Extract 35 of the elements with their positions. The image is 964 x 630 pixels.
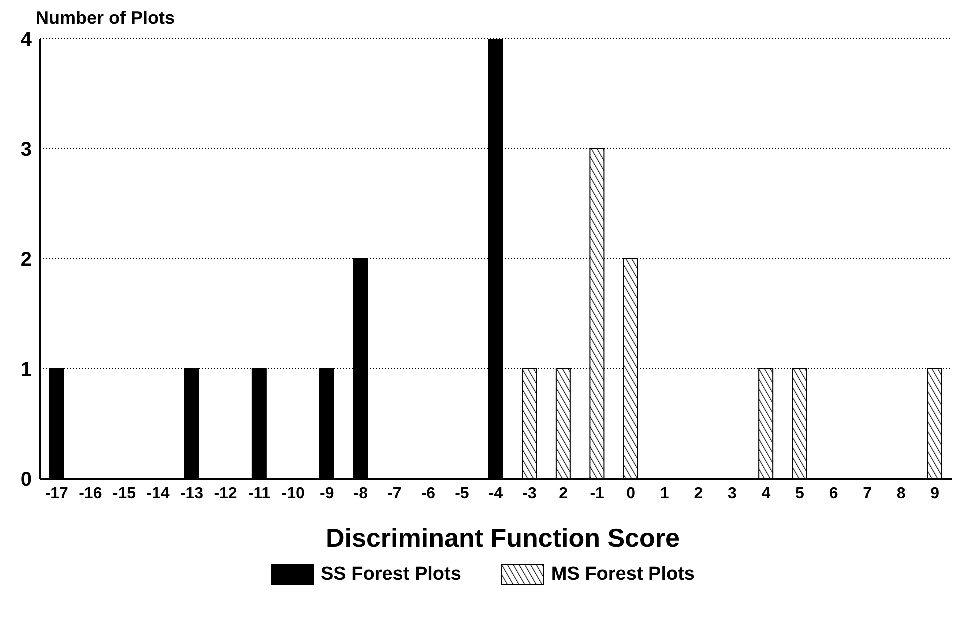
x-tick-label: 6 [829,485,838,502]
x-tick-label: 1 [660,485,670,502]
x-tick-label: -15 [112,485,136,502]
x-tick-label: -11 [248,485,271,502]
x-tick-label: -12 [214,485,238,502]
x-tick-label: 8 [896,485,906,502]
y-tick-label: 1 [20,359,32,382]
x-tick-label: -6 [421,485,436,502]
legend-label: SS Forest Plots [321,564,462,586]
x-tick-label: -14 [146,485,170,502]
x-tick-label: -3 [522,485,537,502]
x-tick-label: 0 [626,485,636,502]
x-tick-label: 9 [930,485,940,502]
x-tick-label: 5 [796,485,805,502]
y-axis-title: Number of Plots [36,8,176,29]
x-tick-label: -13 [180,485,204,502]
y-tick-label: 2 [20,249,32,272]
y-tick-label: 4 [20,29,33,52]
x-tick-label: -9 [320,485,334,502]
x-tick-label: -7 [388,485,402,502]
y-tick-label: 3 [20,139,32,162]
x-tick-label: -17 [45,485,69,502]
x-tick-label: -5 [455,485,470,502]
x-tick-label: 2 [694,485,704,502]
x-tick-label: 4 [762,485,771,502]
x-tick-label: -4 [488,485,504,502]
x-tick-label: 7 [863,485,872,502]
x-tick-label: -1 [590,485,605,502]
x-tick-label: -10 [282,485,305,502]
x-axis-title: Discriminant Function Score [325,523,681,554]
legend-label: MS Forest Plots [551,564,695,586]
x-tick-label: -16 [79,485,102,502]
x-tick-label: 3 [728,485,737,502]
x-tick-label: -8 [354,485,368,502]
x-tick-label: 2 [559,485,568,502]
